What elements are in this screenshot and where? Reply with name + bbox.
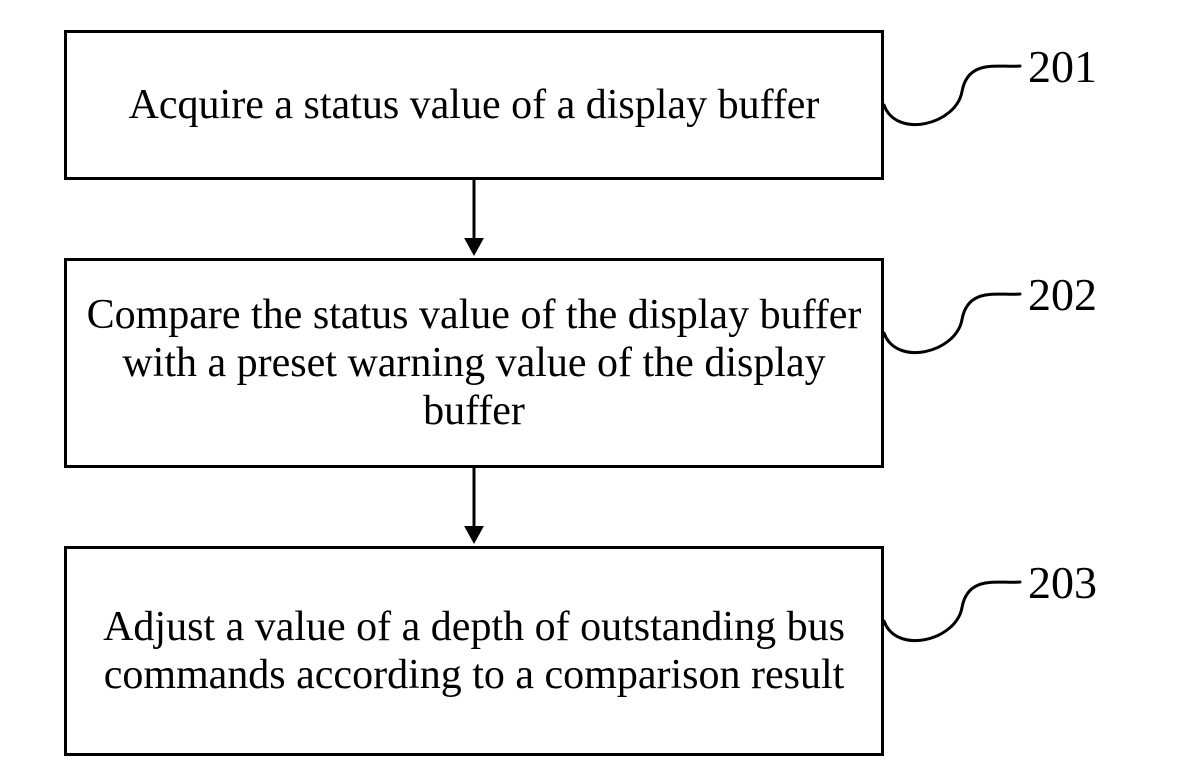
- flowchart-canvas: Acquire a status value of a display buff…: [0, 0, 1184, 775]
- callout-curve-3: [0, 0, 1184, 775]
